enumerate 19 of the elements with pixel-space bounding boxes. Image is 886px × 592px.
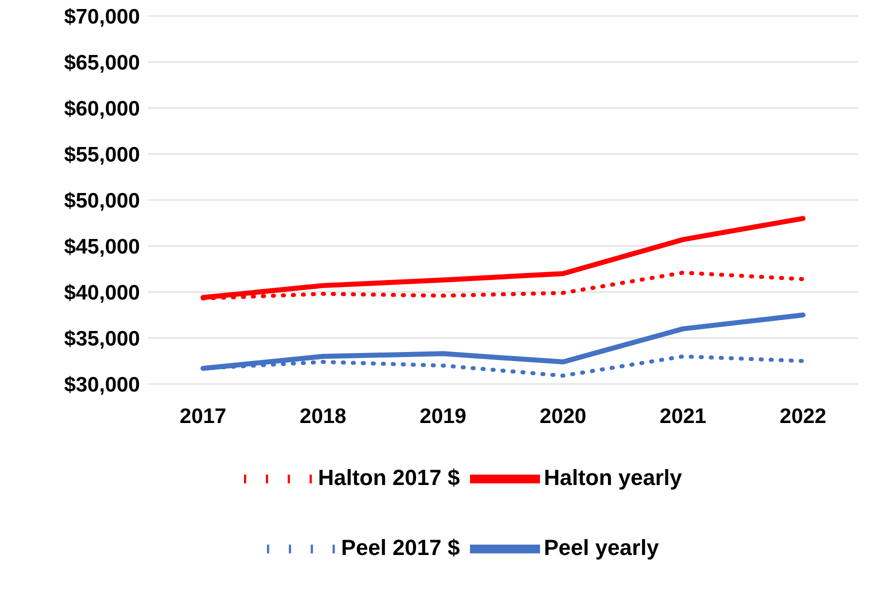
y-tick-label: $60,000 bbox=[64, 97, 140, 120]
x-tick-label: 2020 bbox=[540, 404, 586, 428]
legend-label: Halton 2017 $ bbox=[318, 464, 460, 490]
legend-label: Peel 2017 $ bbox=[341, 534, 460, 560]
x-tick-label: 2021 bbox=[660, 404, 707, 428]
y-tick-label: $55,000 bbox=[64, 143, 140, 166]
x-tick-label: 2018 bbox=[300, 404, 347, 428]
legend-label: Halton yearly bbox=[544, 464, 682, 490]
legend-label: Peel yearly bbox=[544, 534, 659, 560]
x-tick-label: 2022 bbox=[780, 404, 826, 428]
x-tick-label: 2019 bbox=[420, 404, 466, 428]
y-tick-label: $40,000 bbox=[64, 281, 140, 304]
y-tick-label: $30,000 bbox=[64, 373, 140, 396]
x-tick-label: 2017 bbox=[180, 404, 226, 428]
y-tick-label: $45,000 bbox=[64, 235, 140, 258]
y-tick-label: $70,000 bbox=[64, 5, 140, 28]
y-tick-label: $65,000 bbox=[64, 51, 140, 74]
y-tick-label: $35,000 bbox=[64, 327, 140, 350]
y-tick-label: $50,000 bbox=[64, 189, 140, 212]
